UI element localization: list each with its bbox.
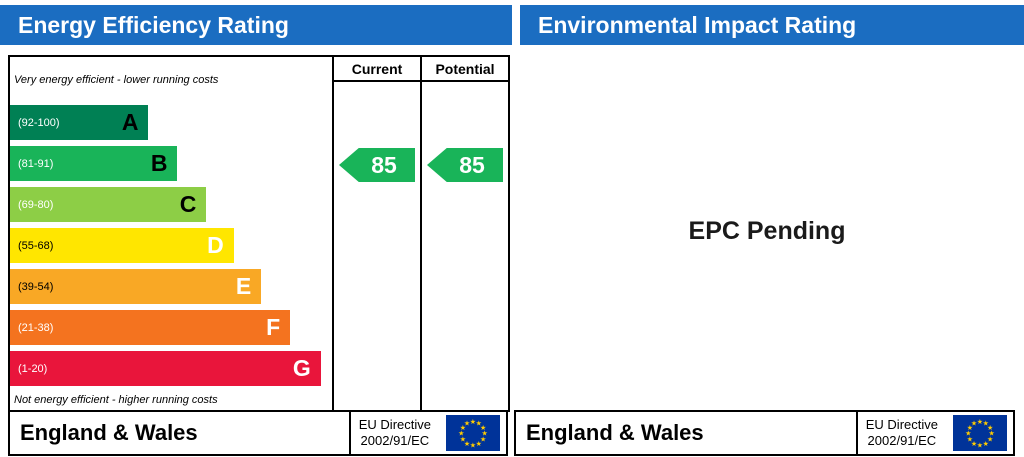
svg-text:★: ★ bbox=[480, 435, 486, 444]
svg-text:★: ★ bbox=[971, 439, 977, 448]
current-rating-value: 85 bbox=[371, 151, 397, 178]
svg-text:★: ★ bbox=[971, 419, 977, 428]
svg-text:★: ★ bbox=[470, 440, 476, 449]
energy-rating-chart: Very energy efficient - lower running co… bbox=[8, 55, 510, 412]
eu-directive-line1: EU Directive bbox=[358, 416, 431, 432]
svg-text:★: ★ bbox=[983, 419, 989, 428]
svg-text:★: ★ bbox=[977, 440, 983, 449]
current-rating-arrow: 85 bbox=[339, 148, 415, 182]
current-column: Current 85 bbox=[332, 57, 420, 410]
band-letter: G bbox=[292, 355, 311, 381]
svg-text:★: ★ bbox=[460, 435, 466, 444]
band-letter: F bbox=[266, 314, 281, 340]
band-bar-f: (21-38) F bbox=[10, 310, 291, 345]
right-footer: England & Wales EU Directive 2002/91/EC … bbox=[514, 410, 1015, 456]
band-range: (39-54) bbox=[18, 280, 54, 293]
potential-rating-arrow: 85 bbox=[427, 148, 503, 182]
band-range: (55-68) bbox=[18, 239, 54, 252]
eu-directive-line2: 2002/91/EC bbox=[360, 433, 430, 448]
bands-column: Very energy efficient - lower running co… bbox=[10, 57, 332, 410]
band-bar-c: (69-80) C bbox=[10, 187, 207, 222]
region-label: England & Wales bbox=[526, 420, 704, 445]
band-range: (69-80) bbox=[18, 198, 54, 211]
band-row-b: (81-91) B bbox=[10, 143, 332, 184]
svg-text:★: ★ bbox=[464, 419, 470, 428]
potential-column-header: Potential bbox=[422, 57, 508, 82]
svg-text:★: ★ bbox=[965, 429, 971, 438]
environmental-panel: EPC Pending bbox=[516, 53, 1018, 410]
current-column-header: Current bbox=[334, 57, 420, 82]
svg-text:★: ★ bbox=[481, 429, 487, 438]
svg-text:★: ★ bbox=[476, 439, 482, 448]
rating-bands: (92-100) A (81-91) B (69-80) C (55-68) D (39-54)… bbox=[10, 102, 332, 389]
band-bar-g: (1-20) G bbox=[10, 351, 321, 386]
band-bar-d: (55-68) D bbox=[10, 228, 234, 263]
band-letter: C bbox=[179, 191, 197, 217]
top-note: Very energy efficient - lower running co… bbox=[14, 73, 219, 86]
svg-text:★: ★ bbox=[977, 417, 983, 426]
svg-text:★: ★ bbox=[987, 435, 993, 444]
band-bar-b: (81-91) B bbox=[10, 146, 178, 181]
band-row-f: (21-38) F bbox=[10, 307, 332, 348]
environmental-rating-header: Environmental Impact Rating bbox=[520, 5, 1024, 45]
band-letter: D bbox=[207, 232, 224, 258]
eu-directive-label: EU Directive 2002/91/EC bbox=[855, 412, 946, 454]
eu-directive-line2: 2002/91/EC bbox=[867, 433, 937, 448]
svg-text:★: ★ bbox=[480, 423, 486, 432]
svg-text:★: ★ bbox=[967, 435, 973, 444]
left-footer: England & Wales EU Directive 2002/91/EC … bbox=[8, 410, 508, 456]
band-range: (92-100) bbox=[18, 116, 60, 129]
svg-text:★: ★ bbox=[967, 423, 973, 432]
svg-text:★: ★ bbox=[987, 423, 993, 432]
svg-text:★: ★ bbox=[464, 439, 470, 448]
svg-text:★: ★ bbox=[460, 423, 466, 432]
band-letter: E bbox=[235, 273, 252, 299]
environmental-rating-title: Environmental Impact Rating bbox=[538, 11, 857, 38]
eu-flag-icon: ★ ★ ★ ★ ★ ★ ★ ★ ★ ★ ★ ★ bbox=[446, 415, 500, 451]
svg-text:★: ★ bbox=[983, 439, 989, 448]
svg-text:★: ★ bbox=[458, 429, 464, 438]
svg-text:★: ★ bbox=[470, 417, 476, 426]
potential-column: Potential 85 bbox=[420, 57, 508, 410]
svg-text:★: ★ bbox=[476, 419, 482, 428]
band-letter: A bbox=[121, 109, 139, 135]
band-range: (1-20) bbox=[18, 362, 48, 375]
band-row-g: (1-20) G bbox=[10, 348, 332, 389]
band-range: (81-91) bbox=[18, 157, 54, 170]
band-letter: B bbox=[150, 150, 168, 176]
energy-rating-header: Energy Efficiency Rating bbox=[0, 5, 512, 45]
svg-text:★: ★ bbox=[988, 429, 994, 438]
band-row-e: (39-54) E bbox=[10, 266, 332, 307]
eu-flag-icon: ★ ★ ★ ★ ★ ★ ★ ★ ★ ★ ★ ★ bbox=[953, 415, 1007, 451]
region-label: England & Wales bbox=[20, 420, 198, 445]
bottom-note: Not energy efficient - higher running co… bbox=[14, 393, 218, 406]
band-row-a: (92-100) A bbox=[10, 102, 332, 143]
band-range: (21-38) bbox=[18, 321, 54, 334]
eu-directive-label: EU Directive 2002/91/EC bbox=[348, 412, 439, 454]
eu-directive-line1: EU Directive bbox=[865, 416, 938, 432]
band-bar-a: (92-100) A bbox=[10, 105, 149, 140]
band-row-c: (69-80) C bbox=[10, 184, 332, 225]
energy-rating-title: Energy Efficiency Rating bbox=[18, 11, 289, 38]
band-bar-e: (39-54) E bbox=[10, 269, 262, 304]
epc-pending-text: EPC Pending bbox=[688, 217, 846, 245]
band-row-d: (55-68) D bbox=[10, 225, 332, 266]
potential-rating-value: 85 bbox=[459, 151, 485, 178]
